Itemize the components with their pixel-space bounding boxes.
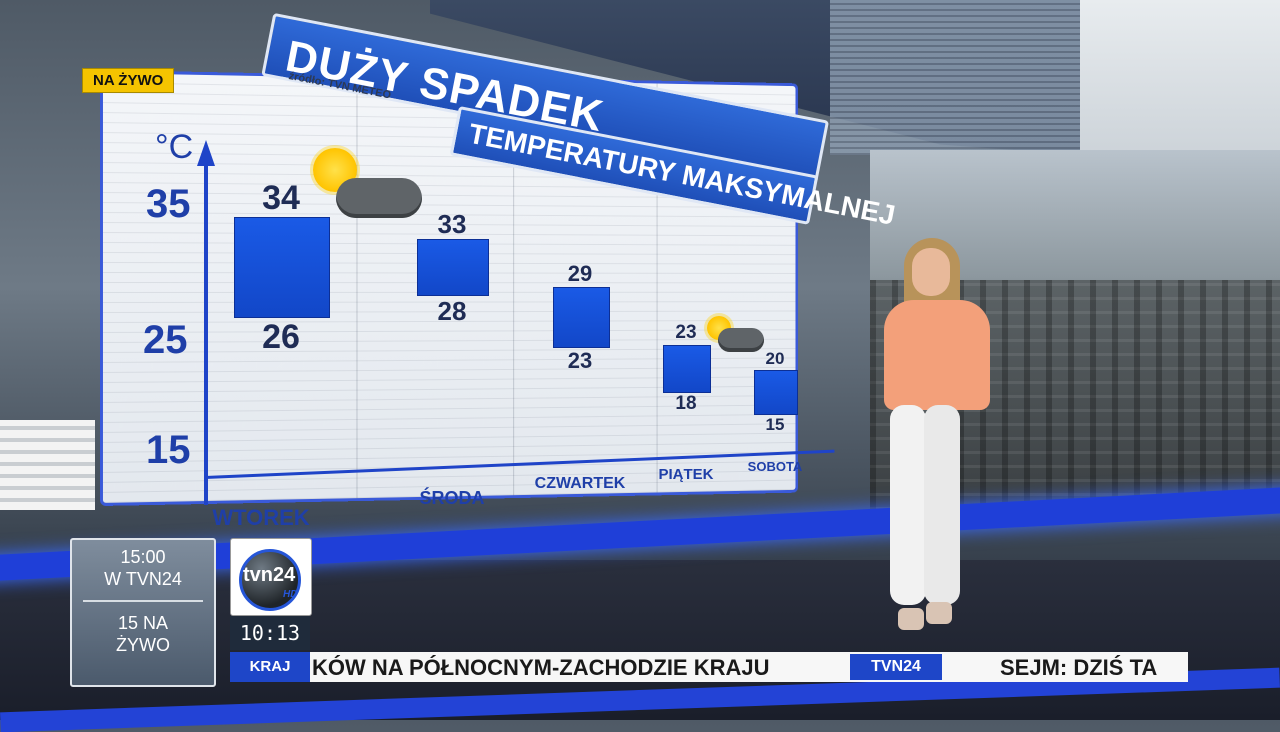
temperature-bar — [234, 217, 330, 318]
y-axis — [204, 150, 208, 505]
presenter-shoe-right — [926, 602, 952, 624]
presenter-shoe-left — [898, 608, 924, 630]
temperature-bar — [553, 287, 610, 349]
presenter-leg-left — [890, 405, 926, 605]
channel-logo-text: tvn24 — [243, 564, 295, 587]
promo-line-4: ŻYWO — [72, 634, 214, 656]
y-tick-35: 35 — [146, 182, 191, 227]
min-temp-label: 23 — [540, 348, 620, 374]
min-temp-label: 26 — [241, 318, 321, 357]
promo-line-3: 15 NA — [72, 612, 214, 634]
max-temp-label: 29 — [540, 261, 620, 287]
temperature-bar — [663, 345, 711, 393]
ticker-headline: KÓW NA PÓŁNOCNYM-ZACHODZIE KRAJU — [312, 655, 770, 681]
promo-line-2: W TVN24 — [72, 568, 214, 590]
temperature-bar — [417, 239, 489, 296]
presenter — [870, 230, 1000, 650]
max-temp-label: 34 — [241, 179, 321, 218]
max-temp-label: 33 — [412, 209, 492, 240]
studio-lights — [1080, 0, 1280, 175]
temperature-bar — [754, 370, 798, 415]
clock: 10:13 — [230, 616, 310, 650]
channel-logo-hd: HD — [283, 589, 297, 600]
y-tick-25: 25 — [143, 318, 188, 363]
channel-logo: tvn24 HD — [230, 538, 312, 616]
ticker-channel-badge: TVN24 — [850, 654, 942, 680]
ticker-next-headline: SEJM: DZIŚ TA — [1000, 655, 1157, 681]
day-label: SOBOTA — [695, 459, 855, 474]
studio-blinds — [830, 0, 1080, 155]
live-badge: NA ŻYWO — [82, 68, 174, 93]
min-temp-label: 28 — [412, 296, 492, 327]
y-tick-15: 15 — [146, 428, 191, 473]
pier-bench — [0, 420, 95, 510]
news-ticker: KÓW NA PÓŁNOCNYM-ZACHODZIE KRAJU TVN24 S… — [310, 652, 1188, 682]
cloud-icon — [718, 328, 764, 352]
presenter-leg-right — [924, 405, 960, 605]
min-temp-label: 18 — [646, 393, 726, 415]
max-temp-label: 20 — [735, 349, 815, 369]
promo-separator — [83, 600, 203, 602]
presenter-face — [912, 248, 950, 296]
cloud-icon — [336, 178, 422, 218]
presenter-torso — [884, 300, 990, 410]
min-temp-label: 15 — [735, 415, 815, 435]
ticker-section-label: KRAJ — [230, 652, 310, 682]
promo-box: 15:00 W TVN24 15 NA ŻYWO — [70, 538, 216, 687]
promo-line-1: 15:00 — [72, 546, 214, 568]
unit-label: °C — [155, 128, 193, 167]
day-label: WTOREK — [181, 505, 341, 531]
